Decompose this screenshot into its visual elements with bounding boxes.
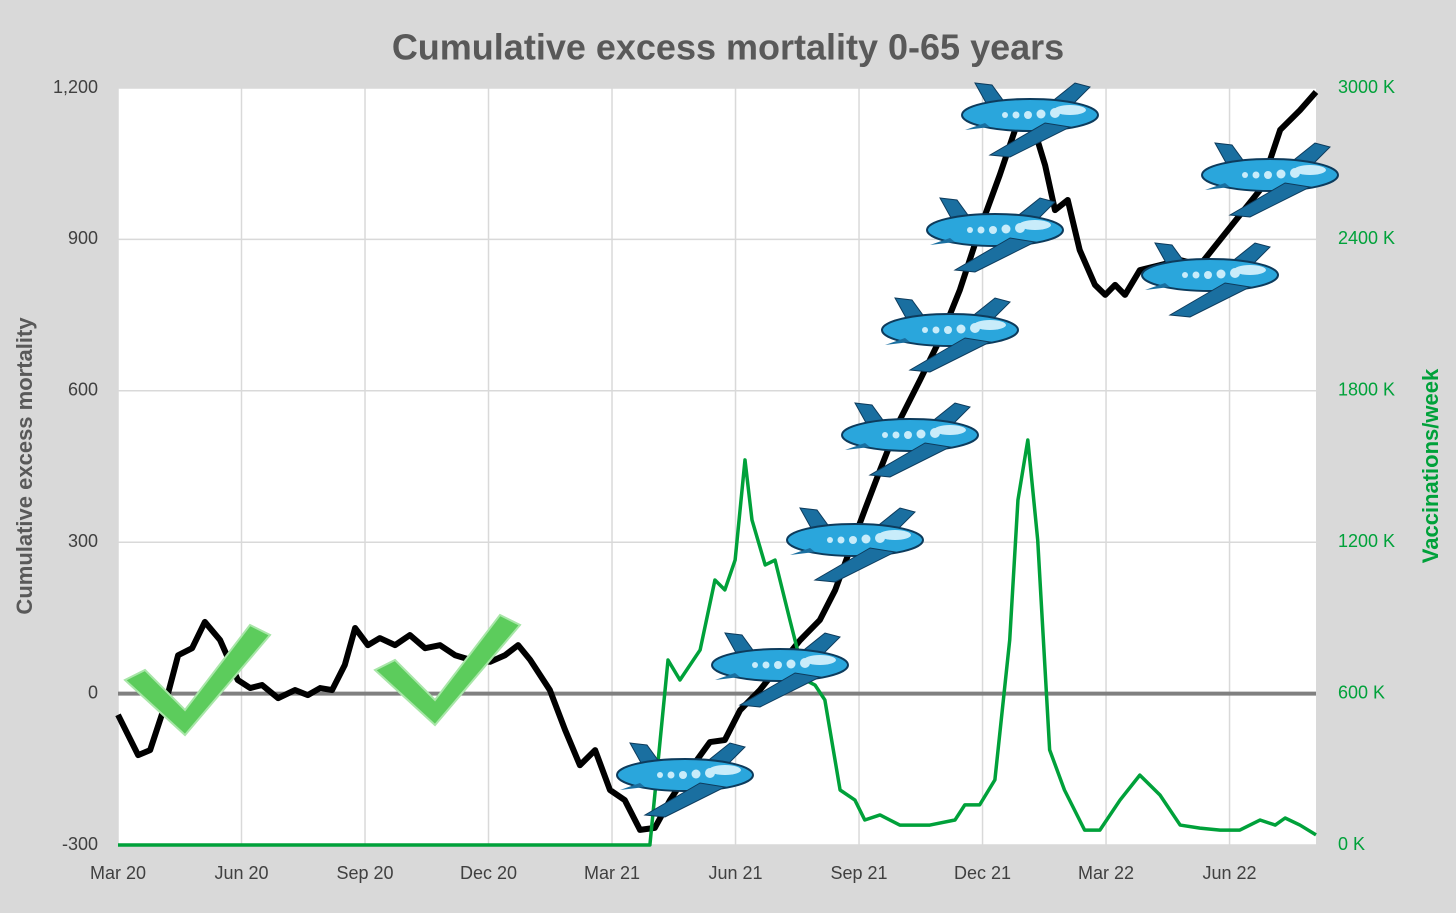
y-axis-label: Cumulative excess mortality — [12, 317, 37, 615]
y2-tick-label: 0 K — [1338, 834, 1365, 854]
y2-tick-label: 1200 K — [1338, 531, 1395, 551]
y2-tick-label: 1800 K — [1338, 380, 1395, 400]
y2-tick-label: 2400 K — [1338, 228, 1395, 248]
x-tick-label: Jun 22 — [1203, 863, 1257, 883]
y2-tick-label: 600 K — [1338, 682, 1385, 702]
data-line — [118, 438, 1317, 847]
marks: -300 0 300 600 900 1,200 0 K 600 K 1200 K 1800 K 2… — [53, 77, 1395, 883]
x-tick-label: Jun 20 — [214, 863, 268, 883]
y-tick-label: 0 — [88, 682, 98, 702]
y-tick-label: 1,200 — [53, 77, 98, 97]
x-tick-label: Mar 21 — [584, 863, 640, 883]
x-tick-label: Dec 20 — [460, 863, 517, 883]
y-tick-label: 900 — [68, 228, 98, 248]
x-tick-label: Mar 22 — [1078, 863, 1134, 883]
x-tick-label: Jun 21 — [709, 863, 763, 883]
chart-title: Cumulative excess mortality 0-65 years — [392, 27, 1064, 68]
y2-axis-label: Vaccinations/week — [1418, 368, 1443, 563]
x-tick-label: Sep 20 — [336, 863, 393, 883]
y-tick-label: 600 — [68, 380, 98, 400]
y2-tick-label: 3000 K — [1338, 77, 1395, 97]
plot-area — [118, 88, 1316, 845]
y-tick-label: -300 — [62, 834, 98, 854]
x-tick-label: Sep 21 — [830, 863, 887, 883]
y-tick-label: 300 — [68, 531, 98, 551]
x-tick-label: Dec 21 — [954, 863, 1011, 883]
x-tick-label: Mar 20 — [90, 863, 146, 883]
